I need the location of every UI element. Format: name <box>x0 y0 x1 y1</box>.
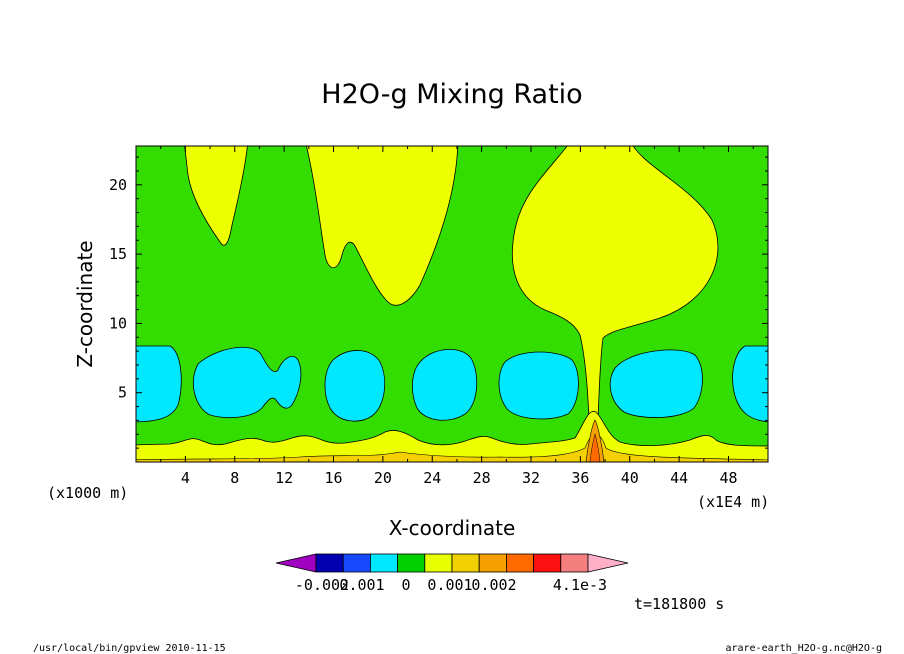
x-axis-label: X-coordinate <box>389 516 516 540</box>
plot-frame <box>135 145 769 463</box>
colorbar-cell <box>478 553 507 573</box>
cyan-pocket-5 <box>498 351 579 420</box>
x-tick-label: 44 <box>670 469 688 487</box>
x-tick-label: 4 <box>181 469 190 487</box>
colorbar-cell <box>451 553 480 573</box>
surface-layer-2 <box>136 434 768 462</box>
colorbar-cell <box>560 553 589 573</box>
colorbar-cell <box>424 553 453 573</box>
colorbar-arrow-high <box>587 553 629 573</box>
cyan-pocket-7 <box>732 345 768 423</box>
cyan-pocket-2 <box>192 346 302 419</box>
x-tick-label: 28 <box>473 469 491 487</box>
colorbar-cell <box>315 553 344 573</box>
colorbar-cell <box>533 553 562 573</box>
y-tick-label: 20 <box>109 176 127 194</box>
chart-title: H2O-g Mixing Ratio <box>321 79 582 110</box>
plot-area <box>136 146 768 462</box>
x-tick-label: 24 <box>423 469 441 487</box>
colorbar-label: 0 <box>401 576 410 594</box>
colorbar-label: 0.002 <box>471 576 516 594</box>
x-tick-label: 12 <box>275 469 293 487</box>
x-tick-label: 8 <box>230 469 239 487</box>
surface-maximum-core <box>589 433 601 462</box>
colorbar-label: -0.002 <box>295 576 349 594</box>
y-tick-label: 10 <box>109 314 127 332</box>
colorbar-label: 0.001 <box>427 576 472 594</box>
colorbar-arrow-low <box>275 553 317 573</box>
colorbar-label: 0.001 <box>339 576 384 594</box>
colorbar-cell <box>342 553 371 573</box>
y-unit-label: (x1000 m) <box>47 484 128 502</box>
x-unit-label: (x1E4 m) <box>697 493 769 511</box>
x-tick-label: 20 <box>374 469 392 487</box>
y-tick-label: 5 <box>118 384 127 402</box>
cyan-pocket-1 <box>136 345 182 423</box>
surface-layer <box>136 411 768 462</box>
colorbar-cell <box>505 553 534 573</box>
y-axis: 5 10 15 20 <box>109 156 768 449</box>
x-tick-label: 48 <box>719 469 737 487</box>
cyan-pocket-4 <box>412 349 478 421</box>
x-tick-label: 16 <box>324 469 342 487</box>
time-label: t=181800 s <box>634 595 724 613</box>
cyan-pocket-6 <box>609 349 703 418</box>
y-axis-label: Z-coordinate <box>73 240 97 367</box>
x-tick-label: 32 <box>522 469 540 487</box>
colorbar-cell <box>369 553 398 573</box>
plume-region-1 <box>184 146 248 246</box>
colorbar <box>275 553 629 573</box>
cyan-pocket-3 <box>324 350 386 422</box>
colorbar-label: 4.1e-3 <box>553 576 607 594</box>
y-tick-label: 15 <box>109 245 127 263</box>
plume-region-2 <box>306 146 459 306</box>
x-tick-label: 40 <box>621 469 639 487</box>
x-axis: 4 8 12 16 20 24 28 32 36 40 44 48 <box>160 146 754 487</box>
footer-left: /usr/local/bin/gpview 2010-11-15 <box>33 643 226 654</box>
x-tick-label: 36 <box>571 469 589 487</box>
footer-right: arare-earth_H2O-g.nc@H2O-g <box>725 643 882 654</box>
colorbar-cell <box>397 553 426 573</box>
